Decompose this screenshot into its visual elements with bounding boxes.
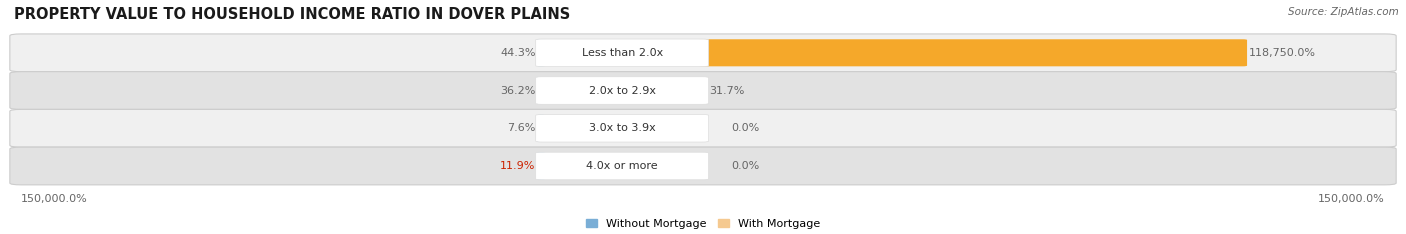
FancyBboxPatch shape (537, 153, 546, 179)
FancyBboxPatch shape (10, 34, 1396, 72)
Text: PROPERTY VALUE TO HOUSEHOLD INCOME RATIO IN DOVER PLAINS: PROPERTY VALUE TO HOUSEHOLD INCOME RATIO… (14, 7, 571, 22)
Text: 150,000.0%: 150,000.0% (21, 194, 87, 204)
FancyBboxPatch shape (699, 77, 707, 104)
Text: 2.0x to 2.9x: 2.0x to 2.9x (589, 86, 655, 95)
FancyBboxPatch shape (537, 77, 546, 104)
FancyBboxPatch shape (536, 77, 709, 104)
Text: 118,750.0%: 118,750.0% (1249, 48, 1316, 58)
FancyBboxPatch shape (10, 72, 1396, 110)
Text: 11.9%: 11.9% (501, 161, 536, 171)
Text: 31.7%: 31.7% (709, 86, 744, 95)
Text: 7.6%: 7.6% (508, 123, 536, 133)
Text: Source: ZipAtlas.com: Source: ZipAtlas.com (1288, 7, 1399, 17)
FancyBboxPatch shape (699, 39, 1247, 66)
Text: 36.2%: 36.2% (501, 86, 536, 95)
Text: 44.3%: 44.3% (501, 48, 536, 58)
Text: Less than 2.0x: Less than 2.0x (582, 48, 662, 58)
Text: 0.0%: 0.0% (731, 161, 759, 171)
Text: 4.0x or more: 4.0x or more (586, 161, 658, 171)
FancyBboxPatch shape (10, 147, 1396, 185)
FancyBboxPatch shape (537, 39, 546, 66)
FancyBboxPatch shape (536, 152, 709, 180)
Legend: Without Mortgage, With Mortgage: Without Mortgage, With Mortgage (582, 214, 824, 233)
FancyBboxPatch shape (536, 39, 709, 66)
FancyBboxPatch shape (536, 114, 709, 142)
Text: 3.0x to 3.9x: 3.0x to 3.9x (589, 123, 655, 133)
FancyBboxPatch shape (537, 115, 546, 142)
FancyBboxPatch shape (10, 110, 1396, 147)
Text: 0.0%: 0.0% (731, 123, 759, 133)
Text: 150,000.0%: 150,000.0% (1319, 194, 1385, 204)
